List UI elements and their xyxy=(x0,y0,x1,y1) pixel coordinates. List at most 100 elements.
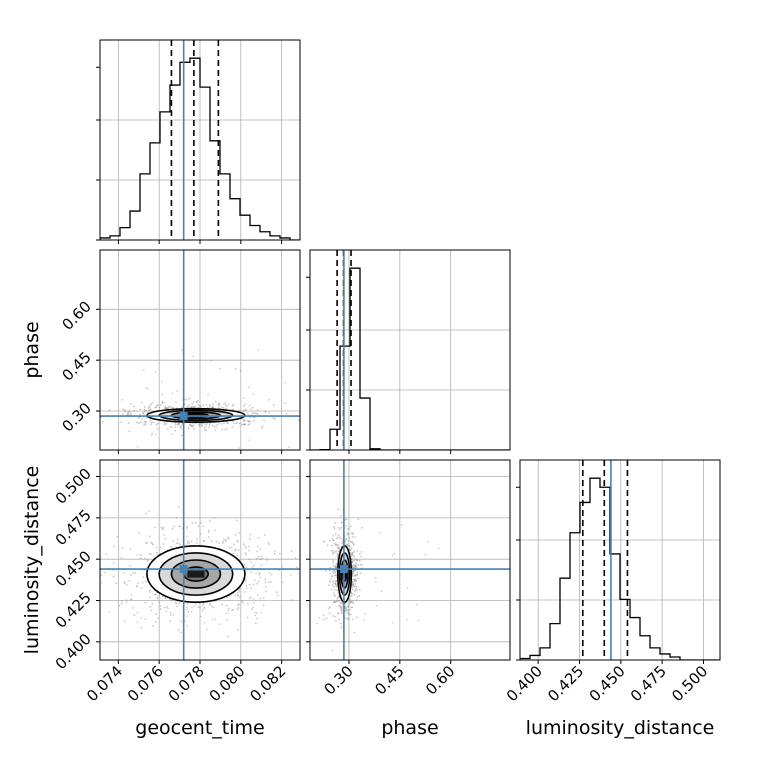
sample-point xyxy=(298,419,300,422)
sample-point xyxy=(236,540,239,542)
sample-point xyxy=(101,420,104,423)
sample-point xyxy=(352,578,355,581)
contour-line xyxy=(170,559,222,589)
sample-point xyxy=(245,584,248,587)
sample-point xyxy=(142,412,145,415)
sample-point xyxy=(278,552,281,555)
sample-point xyxy=(330,549,333,552)
sample-point xyxy=(91,536,93,538)
sample-point xyxy=(356,573,359,576)
sample-point xyxy=(233,422,235,425)
sample-point xyxy=(437,547,440,550)
sample-point xyxy=(178,602,181,605)
x-tick-label: 0.45 xyxy=(371,662,407,698)
sample-point xyxy=(120,399,123,401)
sample-point xyxy=(274,552,276,555)
sample-point xyxy=(204,424,207,427)
sample-point xyxy=(340,607,343,609)
sample-point xyxy=(249,587,252,590)
sample-point xyxy=(339,515,342,517)
sample-point xyxy=(190,540,193,543)
sample-point xyxy=(210,540,213,543)
sample-point xyxy=(358,560,361,562)
sample-point xyxy=(160,526,163,529)
sample-point xyxy=(355,616,358,619)
sample-point xyxy=(152,421,155,424)
sample-point xyxy=(335,543,338,546)
sample-point xyxy=(303,532,305,534)
sample-point xyxy=(261,425,264,427)
y-tick-label: 0.60 xyxy=(58,297,94,333)
sample-point xyxy=(244,403,247,405)
sample-point xyxy=(329,581,332,584)
sample-point xyxy=(161,527,164,530)
sample-point xyxy=(349,613,352,616)
x-tick-label: 0.475 xyxy=(627,662,670,705)
sample-point xyxy=(353,580,356,583)
sample-point xyxy=(353,555,356,558)
sample-point xyxy=(252,606,255,609)
sample-point xyxy=(251,406,254,409)
sample-point xyxy=(353,585,356,588)
sample-point xyxy=(121,546,124,549)
sample-point xyxy=(333,526,336,529)
sample-point xyxy=(326,544,329,547)
sample-point xyxy=(123,581,126,584)
sample-point xyxy=(140,626,143,629)
sample-point xyxy=(336,544,339,547)
sample-point xyxy=(374,581,377,583)
sample-point xyxy=(353,580,356,582)
sample-point xyxy=(356,596,359,598)
sample-point xyxy=(177,542,180,544)
sample-point xyxy=(227,537,230,540)
sample-point xyxy=(261,426,263,429)
panel-frame xyxy=(309,249,511,451)
sample-point xyxy=(125,601,128,604)
sample-point xyxy=(358,594,361,597)
sample-point xyxy=(128,430,131,433)
sample-point xyxy=(193,605,196,608)
sample-point xyxy=(137,422,140,425)
sample-point xyxy=(236,421,239,424)
sample-point xyxy=(120,421,122,423)
sample-point xyxy=(337,550,340,553)
sample-point xyxy=(354,566,357,569)
sample-point xyxy=(199,615,202,618)
sample-point xyxy=(340,602,343,604)
sample-point xyxy=(176,605,179,608)
sample-point xyxy=(349,525,352,528)
sample-point xyxy=(339,537,342,540)
sample-point xyxy=(406,587,409,590)
sample-point xyxy=(215,540,218,543)
sample-point xyxy=(194,602,197,605)
sample-point xyxy=(329,566,331,569)
sample-point xyxy=(161,400,164,403)
sample-point xyxy=(207,529,210,532)
sample-point xyxy=(163,401,166,404)
sample-point xyxy=(335,579,338,582)
sample-point xyxy=(226,536,229,539)
sample-point xyxy=(100,581,103,584)
sample-point xyxy=(225,427,228,430)
sample-point xyxy=(158,594,161,597)
sample-point xyxy=(247,386,250,389)
sample-point xyxy=(344,518,347,521)
sample-point xyxy=(290,550,293,552)
sample-point xyxy=(338,546,340,549)
sample-point xyxy=(347,617,350,620)
sample-point xyxy=(349,549,352,551)
sample-point xyxy=(223,403,225,406)
sample-point xyxy=(156,596,159,599)
sample-point xyxy=(159,607,162,610)
sample-point xyxy=(148,510,151,512)
sample-point xyxy=(257,555,260,558)
sample-point xyxy=(355,566,358,569)
sample-point xyxy=(148,409,150,412)
sample-point xyxy=(162,526,165,529)
sample-point xyxy=(243,591,246,593)
sample-point xyxy=(256,617,259,620)
sample-point xyxy=(85,582,87,584)
sample-point xyxy=(405,618,408,621)
sample-point xyxy=(254,622,257,625)
sample-point xyxy=(249,561,252,564)
